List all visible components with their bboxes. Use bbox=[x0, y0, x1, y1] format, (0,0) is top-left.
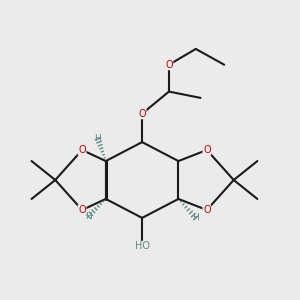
Text: H: H bbox=[85, 212, 92, 221]
Text: H: H bbox=[94, 134, 101, 143]
Text: O: O bbox=[138, 109, 146, 119]
Text: H: H bbox=[192, 213, 199, 222]
Text: HO: HO bbox=[135, 241, 150, 251]
Text: O: O bbox=[203, 205, 211, 215]
Text: O: O bbox=[78, 145, 86, 155]
Text: O: O bbox=[203, 145, 211, 155]
Text: O: O bbox=[165, 60, 173, 70]
Text: O: O bbox=[78, 205, 86, 215]
